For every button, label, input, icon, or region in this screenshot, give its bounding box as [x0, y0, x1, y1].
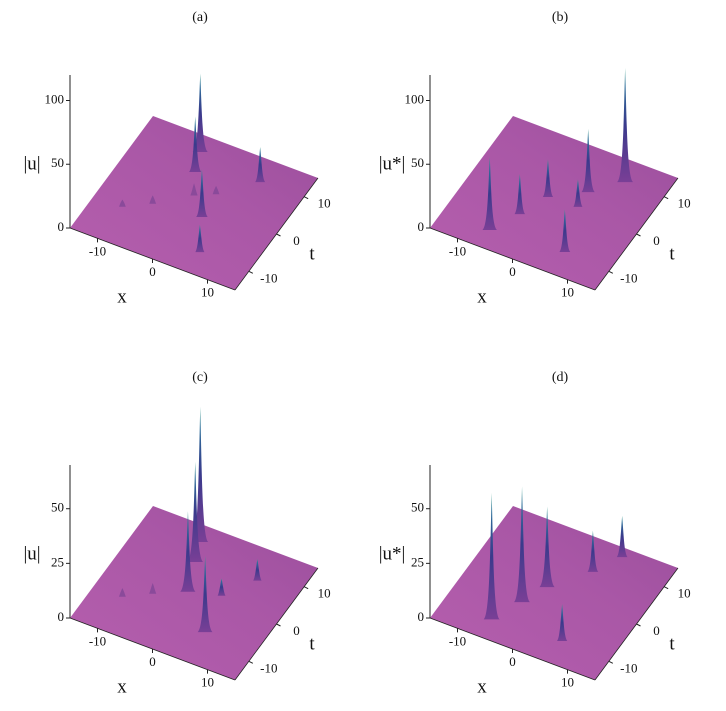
z-tick-label: 50: [411, 155, 424, 170]
peak: [255, 146, 266, 183]
t-axis-label: t: [309, 633, 315, 654]
t-tick-label: -10: [260, 270, 277, 285]
peak: [149, 583, 157, 594]
peak: [587, 530, 599, 572]
peak: [192, 73, 208, 152]
panel-label: (c): [192, 370, 208, 385]
peak: [573, 179, 583, 207]
z-tick-label: 25: [51, 554, 64, 569]
z-tick-label: 0: [58, 219, 65, 234]
panel-label: (d): [552, 370, 569, 385]
t-tick: [663, 196, 669, 200]
t-axis-label: t: [669, 243, 675, 264]
x-tick-label: 0: [509, 654, 516, 669]
t-tick-label: -10: [620, 270, 637, 285]
surface: [70, 116, 318, 290]
z-tick-label: 50: [51, 155, 64, 170]
surface: [430, 116, 678, 290]
surface: [70, 506, 318, 680]
t-tick-label: 10: [318, 586, 331, 601]
x-axis-label: x: [477, 676, 487, 697]
peak: [197, 555, 213, 633]
t-tick-label: 0: [293, 623, 300, 638]
z-tick-label: 25: [411, 554, 424, 569]
t-tick: [248, 270, 254, 274]
x-tick-label: 0: [509, 264, 516, 279]
peak: [195, 224, 205, 253]
peak: [119, 588, 126, 597]
peak: [483, 492, 500, 620]
z-axis-label: |u|: [23, 543, 40, 564]
t-tick: [636, 233, 641, 237]
x-tick-label: -10: [449, 243, 466, 258]
t-tick-label: -10: [260, 660, 277, 675]
x-tick-label: -10: [89, 243, 106, 258]
t-tick: [636, 623, 641, 627]
peak: [539, 506, 555, 588]
peak: [149, 195, 157, 204]
t-tick: [276, 233, 281, 237]
z-tick-label: 0: [418, 219, 425, 234]
t-tick: [303, 196, 309, 200]
z-tick-label: 0: [418, 609, 425, 624]
peak: [187, 461, 204, 563]
peak: [617, 67, 634, 183]
z-axis-label: |u*|: [379, 543, 406, 564]
x-axis-label: x: [117, 676, 127, 697]
x-tick-label: -10: [89, 633, 106, 648]
t-tick: [608, 270, 614, 274]
surface: [430, 506, 678, 680]
z-tick-label: 50: [51, 500, 64, 515]
t-tick: [608, 660, 614, 664]
t-tick-label: 10: [318, 196, 331, 211]
x-tick-label: 10: [201, 285, 214, 300]
z-tick-label: 100: [405, 91, 425, 106]
peak: [514, 486, 531, 603]
z-axis-label: |u*|: [379, 153, 406, 174]
peak: [482, 156, 498, 231]
peak: [189, 116, 202, 173]
peak: [119, 199, 126, 207]
t-tick-label: 10: [678, 586, 691, 601]
panel-label: (a): [192, 10, 208, 25]
peak: [217, 578, 226, 596]
x-tick-label: 10: [561, 285, 574, 300]
x-tick-label: -10: [449, 633, 466, 648]
t-tick: [276, 623, 281, 627]
peak: [616, 515, 628, 558]
z-tick-label: 100: [45, 91, 65, 106]
t-tick-label: 0: [293, 233, 300, 248]
peak: [196, 169, 208, 218]
t-tick: [248, 660, 254, 664]
x-tick-label: 0: [149, 264, 156, 279]
x-tick-label: 10: [201, 675, 214, 690]
peak: [212, 185, 220, 195]
t-axis-label: t: [309, 243, 315, 264]
z-axis-label: |u|: [23, 153, 40, 174]
x-axis-label: x: [117, 286, 127, 307]
z-tick-label: 50: [411, 500, 424, 515]
t-axis-label: t: [669, 633, 675, 654]
peak: [190, 183, 198, 196]
t-tick-label: 10: [678, 196, 691, 211]
peak: [514, 173, 526, 215]
t-tick: [663, 586, 669, 590]
t-tick-label: -10: [620, 660, 637, 675]
t-tick: [303, 586, 309, 590]
x-axis-label: x: [477, 286, 487, 307]
t-tick-label: 0: [653, 233, 660, 248]
peak: [559, 209, 571, 253]
peak: [180, 511, 196, 592]
panel-label: (b): [552, 10, 569, 25]
peak: [581, 128, 595, 193]
x-tick-label: 10: [561, 675, 574, 690]
x-tick-label: 0: [149, 654, 156, 669]
peak: [192, 406, 209, 542]
z-tick-label: 0: [58, 609, 65, 624]
t-tick-label: 0: [653, 623, 660, 638]
peak: [542, 159, 554, 198]
peak: [557, 604, 568, 641]
peak: [253, 558, 262, 581]
